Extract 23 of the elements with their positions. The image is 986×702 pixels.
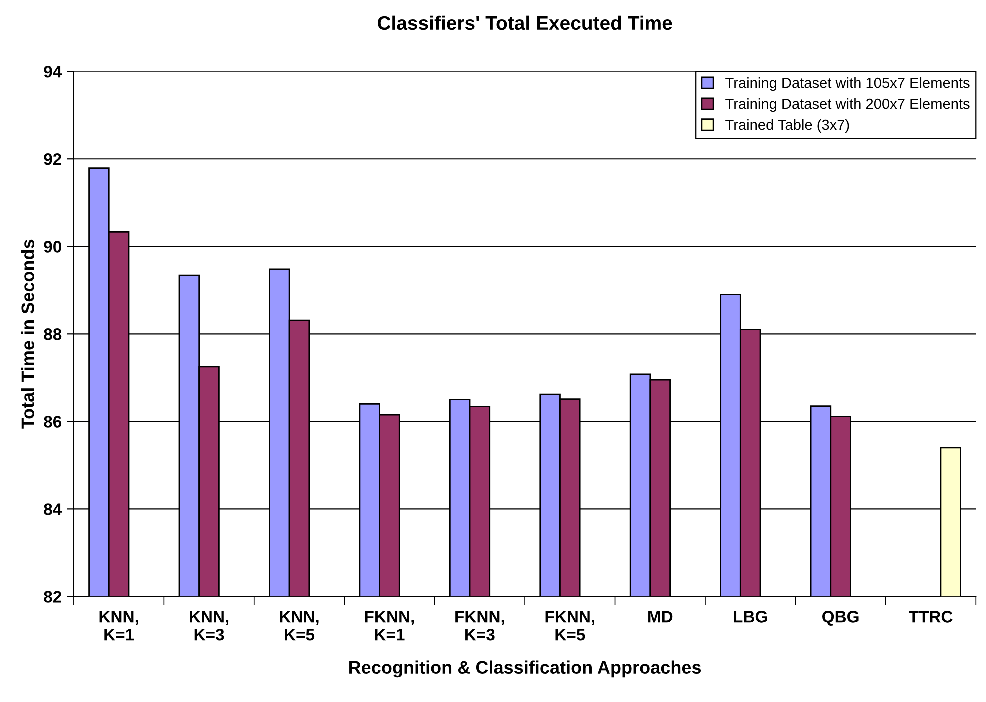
x-tick-label: KNN, K=5 [280,611,319,641]
y-tick-label: 92 [44,154,62,166]
y-tick-label: 94 [44,66,62,78]
y-tick-label: 84 [44,504,62,516]
y-tick-label: 90 [44,241,62,253]
y-axis-title: Total Time in Seconds [21,240,34,429]
x-tick-label: FKNN, K=1 [365,611,414,641]
x-axis-title: Recognition & Classification Approaches [350,660,702,678]
y-tick-label: 88 [44,328,62,340]
y-tick-label: 82 [44,591,62,603]
x-tick-label: TTRC [909,611,953,623]
x-tick-label: KNN, K=3 [190,611,229,641]
x-tick-label: LBG [734,611,768,623]
chart-title: Classifiers' Total Executed Time [378,16,672,30]
x-tick-label: MD [648,611,673,623]
x-tick-label: QBG [822,611,859,626]
legend-label: Training Dataset with 200x7 Elements [726,98,970,112]
y-tick-label: 86 [44,416,62,428]
x-tick-label: KNN, K=1 [100,611,138,641]
legend-label: Training Dataset with 105x7 Elements [726,78,970,92]
x-tick-label: FKNN, K=5 [546,611,594,641]
legend-label: Trained Table (3x7) [726,119,850,134]
x-tick-label: FKNN, K=3 [456,611,504,641]
